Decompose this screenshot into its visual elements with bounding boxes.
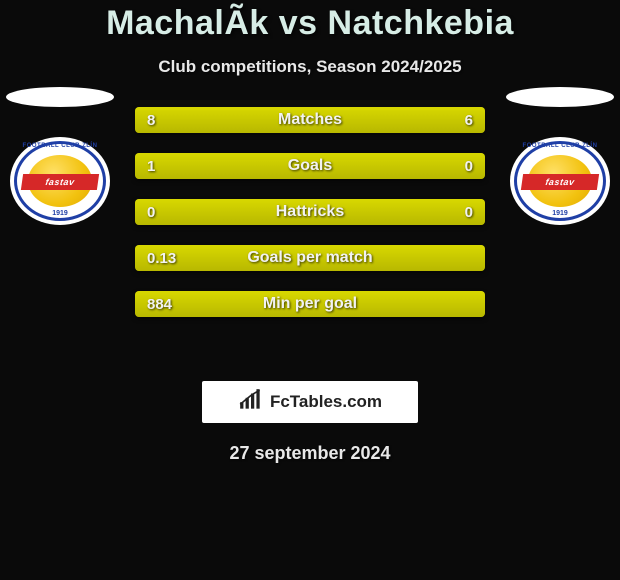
badge-year: 1919: [10, 210, 110, 217]
player-right-club-badge: FOOTBALL CLUB ZLÍN fastav 1919: [510, 137, 610, 225]
player-left-club-badge: FOOTBALL CLUB ZLÍN fastav 1919: [10, 137, 110, 225]
subtitle: Club competitions, Season 2024/2025: [0, 57, 620, 77]
badge-year: 1919: [510, 210, 610, 217]
badge-banner: fastav: [21, 174, 99, 190]
stat-bar-row: 884Min per goal: [135, 291, 485, 317]
stat-label: Goals: [135, 153, 485, 179]
watermark: FcTables.com: [202, 381, 418, 423]
stat-bar-row: 10Goals: [135, 153, 485, 179]
player-right-avatar-placeholder: [506, 87, 614, 107]
stat-stage: FOOTBALL CLUB ZLÍN fastav 1919 FOOTBALL …: [0, 107, 620, 357]
stat-bar-row: 00Hattricks: [135, 199, 485, 225]
player-left-avatar-placeholder: [6, 87, 114, 107]
player-left-column: FOOTBALL CLUB ZLÍN fastav 1919: [5, 87, 115, 225]
stat-bar-row: 86Matches: [135, 107, 485, 133]
badge-arc-text: FOOTBALL CLUB ZLÍN: [510, 143, 610, 149]
stat-bars: 86Matches 10Goals 00Hattricks 0.13Goals per…: [135, 107, 485, 317]
footer-date: 27 september 2024: [0, 443, 620, 464]
comparison-card: MachalÃ­k vs Natchkebia Club competition…: [0, 0, 620, 580]
badge-banner: fastav: [521, 174, 599, 190]
badge-arc-text: FOOTBALL CLUB ZLÍN: [10, 143, 110, 149]
chart-icon: [238, 389, 264, 416]
stat-label: Hattricks: [135, 199, 485, 225]
stat-label: Matches: [135, 107, 485, 133]
player-right-column: FOOTBALL CLUB ZLÍN fastav 1919: [505, 87, 615, 225]
stat-bar-row: 0.13Goals per match: [135, 245, 485, 271]
stat-label: Goals per match: [135, 245, 485, 271]
page-title: MachalÃ­k vs Natchkebia: [0, 4, 620, 43]
watermark-text: FcTables.com: [270, 392, 382, 412]
stat-label: Min per goal: [135, 291, 485, 317]
